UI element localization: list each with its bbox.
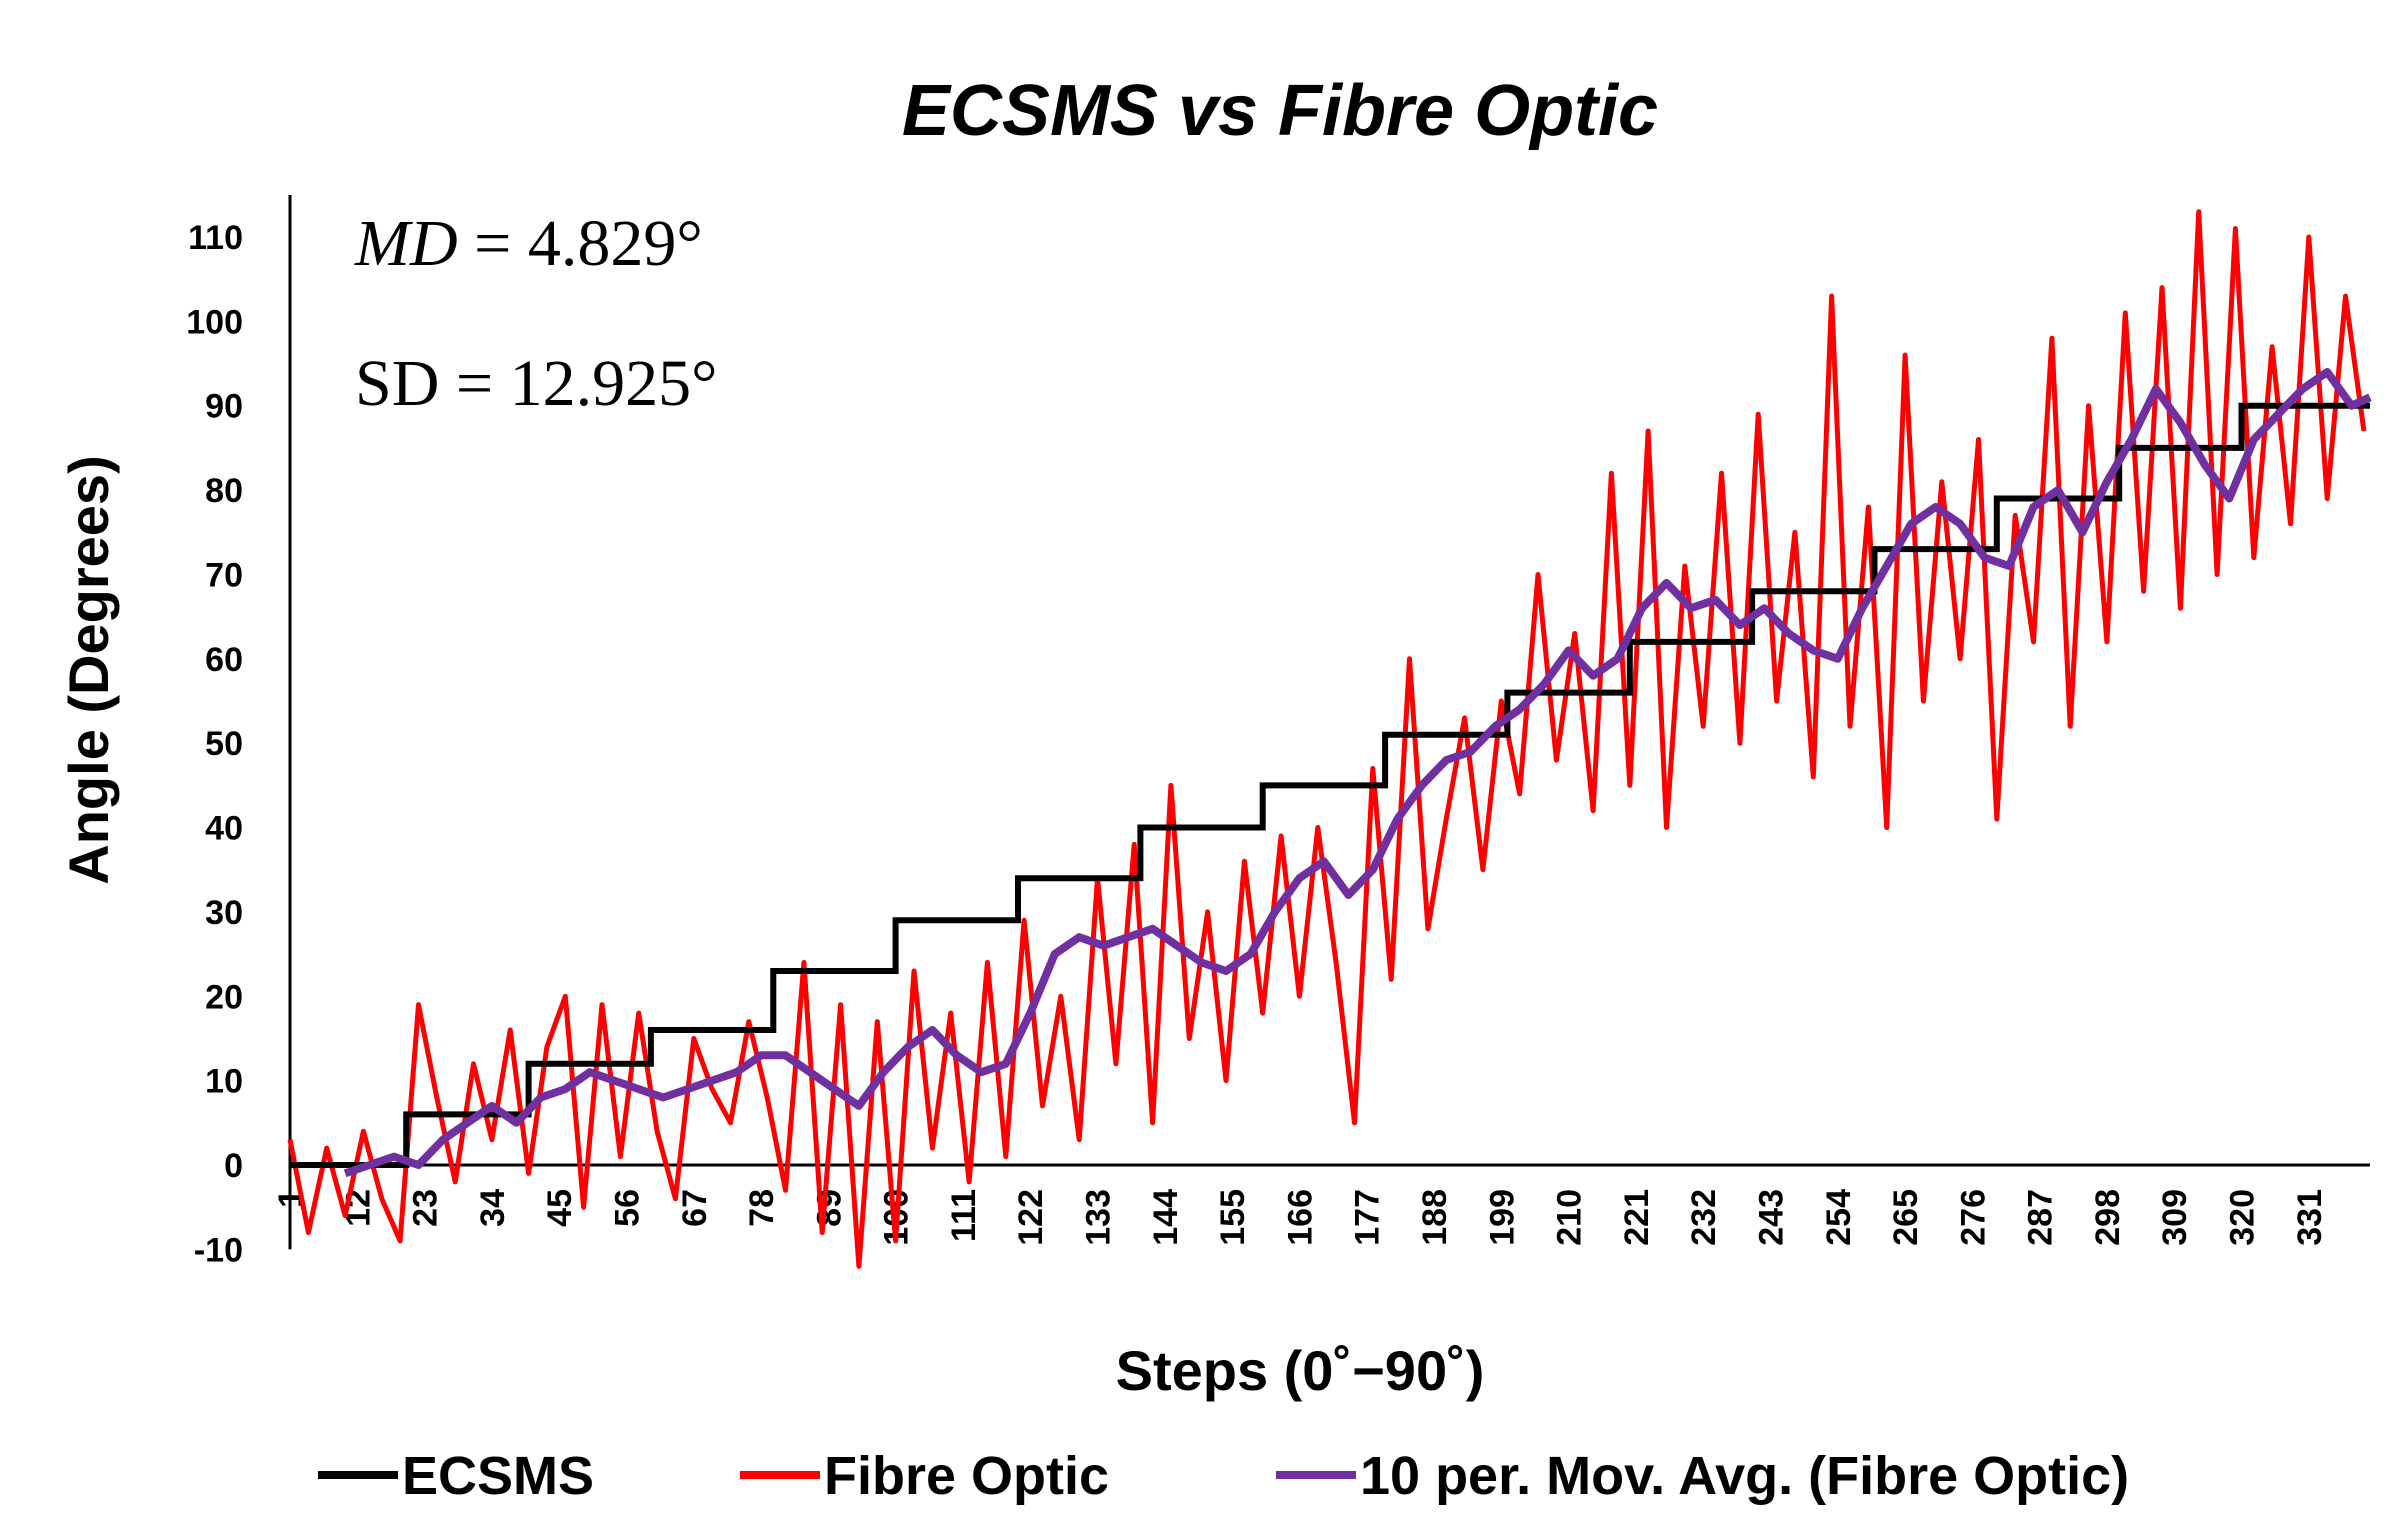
x-tick-label: 331 xyxy=(2291,1189,2329,1246)
y-tick-label: 20 xyxy=(205,978,243,1016)
x-tick-label: 89 xyxy=(810,1189,848,1227)
series-ecsms-step-line xyxy=(290,402,2370,1168)
md-annotation: MD = 4.829° xyxy=(354,207,703,280)
x-tick-label: 177 xyxy=(1349,1189,1387,1246)
x-tick-label: 23 xyxy=(407,1189,445,1227)
y-tick-label: 10 xyxy=(205,1063,243,1101)
x-tick-label: 210 xyxy=(1551,1189,1589,1246)
x-axis-title: Steps (0˚−90˚) xyxy=(1116,1339,1485,1402)
x-tick-label: 254 xyxy=(1820,1189,1858,1246)
x-tick-label: 56 xyxy=(608,1189,646,1227)
y-tick-label: 100 xyxy=(186,303,243,341)
y-tick-label: 110 xyxy=(188,219,243,257)
sd-annotation: SD = 12.925° xyxy=(355,347,717,420)
md-label: MD xyxy=(354,207,458,280)
x-tick-label: 166 xyxy=(1281,1189,1319,1246)
y-tick-label: 70 xyxy=(205,556,243,594)
legend-label-moving-average: 10 per. Mov. Avg. (Fibre Optic) xyxy=(1360,1446,2129,1506)
x-tick-label: 265 xyxy=(1887,1189,1925,1246)
x-tick-label: 144 xyxy=(1147,1189,1185,1246)
x-tick-label: 155 xyxy=(1214,1189,1252,1246)
x-tick-label: 34 xyxy=(474,1189,512,1227)
x-tick-label: 67 xyxy=(676,1189,714,1227)
y-tick-label: 60 xyxy=(205,641,243,679)
series-layer xyxy=(287,209,2372,1269)
x-tick-label: 133 xyxy=(1080,1189,1118,1246)
legend-label-ecsms: ECSMS xyxy=(402,1446,594,1506)
legend: ECSMS Fibre Optic 10 per. Mov. Avg. (Fib… xyxy=(318,1446,2129,1506)
x-tick-label: 287 xyxy=(2022,1189,2060,1246)
y-tick-label: 50 xyxy=(205,725,243,763)
x-tick-label: 122 xyxy=(1012,1189,1050,1246)
x-tick-label: 320 xyxy=(2224,1189,2262,1246)
x-tick-label: 45 xyxy=(541,1189,579,1227)
y-axis-ticks: -10 0 10 20 30 40 50 60 70 80 90 100 110 xyxy=(186,219,243,1269)
x-tick-label: 111 xyxy=(945,1189,983,1242)
chart-title: ECSMS vs Fibre Optic xyxy=(902,71,1658,151)
x-tick-label: 276 xyxy=(1954,1189,1992,1246)
y-axis-title: Angle (Degrees) xyxy=(57,455,120,884)
x-tick-label: 188 xyxy=(1416,1189,1454,1246)
x-tick-label: 309 xyxy=(2156,1189,2194,1246)
x-tick-label: 232 xyxy=(1685,1189,1723,1246)
stat-annotations: MD = 4.829° SD = 12.925° xyxy=(354,207,717,420)
x-tick-label: 199 xyxy=(1483,1189,1521,1246)
x-tick-label: 243 xyxy=(1752,1189,1790,1246)
x-axis-ticks: 1122334455667788910011112213314415516617… xyxy=(272,1189,2329,1246)
y-tick-label: 40 xyxy=(205,810,243,848)
x-tick-label: 78 xyxy=(743,1189,781,1227)
y-tick-label: 0 xyxy=(224,1147,243,1185)
x-tick-label: 298 xyxy=(2089,1189,2127,1246)
axes xyxy=(288,195,2370,1250)
y-tick-label: 80 xyxy=(205,472,243,510)
x-tick-label: 221 xyxy=(1618,1189,1656,1246)
y-tick-label: 30 xyxy=(205,894,243,932)
legend-label-fibre-optic: Fibre Optic xyxy=(824,1446,1109,1506)
y-tick-label: 90 xyxy=(205,388,243,426)
series-moving-average-line xyxy=(343,368,2372,1178)
md-value: = 4.829° xyxy=(458,207,703,280)
y-tick-label: -10 xyxy=(194,1231,243,1269)
